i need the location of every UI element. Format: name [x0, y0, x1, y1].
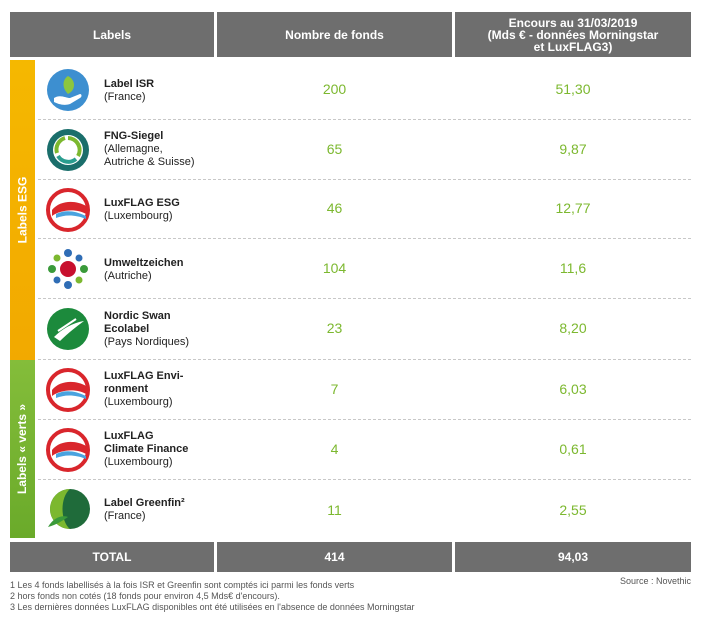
total-amount: 94,03: [455, 542, 691, 572]
label-name: FNG-Siegel (Allemagne, Autriche & Suisse): [104, 130, 195, 168]
isr-hand-leaf-icon: [47, 69, 89, 111]
assets-amount: 6,03: [559, 381, 587, 397]
table-row: FNG-Siegel (Allemagne, Autriche & Suisse) …: [38, 120, 691, 180]
header-nombre-de-fonds: Nombre de fonds: [217, 12, 452, 57]
assets-amount: 0,61: [559, 441, 587, 457]
label-name: Nordic Swan Ecolabel (Pays Nordiques): [104, 310, 189, 348]
fund-count: 23: [326, 320, 343, 336]
label-name: Umweltzeichen (Autriche): [104, 257, 184, 282]
fund-count: 200: [322, 81, 347, 97]
band-labels-esg: Labels ESG: [10, 60, 35, 360]
umweltzeichen-icon: [48, 249, 88, 289]
assets-amount: 9,87: [559, 141, 587, 157]
table-row: LuxFLAG Envi-ronment (Luxembourg) 7 6,03: [38, 360, 691, 420]
header-encours: Encours au 31/03/2019 (Mds € - données M…: [455, 12, 691, 57]
label-name: LuxFLAG Climate Finance (Luxembourg): [104, 430, 189, 468]
table-row: LuxFLAG Climate Finance (Luxembourg) 4 0,6…: [38, 420, 691, 480]
assets-amount: 2,55: [559, 502, 587, 518]
fund-count: 7: [330, 381, 339, 397]
footnotes: 1 Les 4 fonds labellisés à la fois ISR e…: [10, 580, 414, 613]
label-name: Label Greenfin² (France): [104, 497, 185, 522]
total-label: TOTAL: [10, 542, 214, 572]
header-labels: Labels: [10, 12, 214, 57]
fund-count: 65: [326, 141, 343, 157]
label-name: Label ISR (France): [104, 78, 155, 103]
fund-count: 11: [327, 502, 342, 518]
table-row: LuxFLAG ESG (Luxembourg) 46 12,77: [38, 180, 691, 239]
table-row: Nordic Swan Ecolabel (Pays Nordiques) 23 8…: [38, 299, 691, 360]
total-funds: 414: [217, 542, 452, 572]
source-note: Source : Novethic: [619, 576, 691, 586]
table-row: Label Greenfin² (France) 11 2,55: [38, 480, 691, 538]
luxflag-icon: [46, 368, 90, 412]
footnote: 1 Les 4 fonds labellisés à la fois ISR e…: [10, 580, 355, 590]
assets-amount: 51,30: [555, 81, 591, 97]
footnote: 3 Les dernières données LuxFLAG disponib…: [10, 602, 415, 612]
greenfin-icon: [48, 489, 90, 529]
assets-amount: 11,6: [559, 260, 587, 276]
fund-count: 104: [322, 260, 347, 276]
fund-count: 4: [330, 441, 339, 457]
luxflag-icon: [46, 428, 90, 472]
label-name: LuxFLAG ESG (Luxembourg): [104, 197, 180, 222]
table-row: Umweltzeichen (Autriche) 104 11,6: [38, 239, 691, 299]
nordic-swan-icon: [47, 308, 89, 350]
assets-amount: 8,20: [559, 320, 587, 336]
band-labels-verts: Labels « verts »: [10, 360, 35, 538]
label-name: LuxFLAG Envi-ronment (Luxembourg): [104, 370, 184, 408]
table-row: Label ISR (France) 200 51,30: [38, 60, 691, 120]
luxflag-icon: [46, 188, 90, 232]
footnote: 2 hors fonds non cotés (18 fonds pour en…: [10, 591, 280, 601]
fng-siegel-icon: [47, 129, 89, 171]
fund-count: 46: [326, 200, 343, 216]
assets-amount: 12,77: [555, 200, 591, 216]
